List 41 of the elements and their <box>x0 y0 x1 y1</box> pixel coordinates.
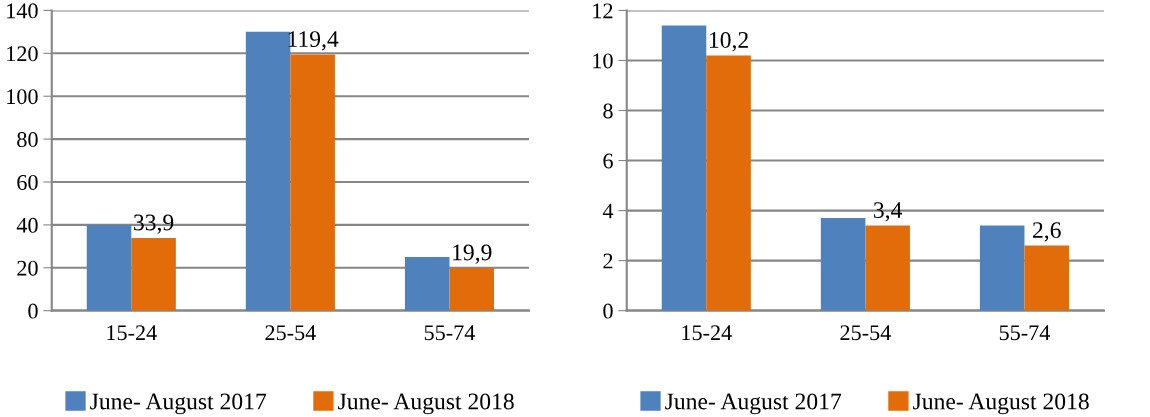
y-tick-label: 60 <box>17 174 38 190</box>
y-tick-label: 140 <box>7 3 38 19</box>
y-tick-label: 6 <box>603 153 613 169</box>
y-tick-label: 10 <box>593 53 613 69</box>
x-tick-label: 15-24 <box>107 325 157 341</box>
legend-label: June- August 2018 <box>338 393 514 415</box>
y-tick-label: 80 <box>17 132 38 148</box>
bar <box>820 218 866 311</box>
bar <box>661 25 707 311</box>
legend-label: June- August 2017 <box>90 393 267 415</box>
y-tick-label: 0 <box>603 303 613 319</box>
data-label: 10,2 <box>709 31 748 52</box>
legend-label: June- August 2017 <box>665 393 842 415</box>
x-tick-label: 25-54 <box>840 325 891 341</box>
y-tick-label: 2 <box>603 253 613 269</box>
x-tick-label: 15-24 <box>682 325 732 341</box>
x-tick-label: 55-74 <box>424 325 476 341</box>
data-label: 2,6 <box>1033 222 1061 242</box>
bar <box>131 237 176 311</box>
bar <box>290 54 335 311</box>
x-tick-label: 55-74 <box>999 325 1051 341</box>
y-tick-label: 8 <box>603 103 613 119</box>
data-label: 19,9 <box>453 244 492 264</box>
bar <box>404 257 450 311</box>
y-tick-label: 120 <box>7 46 38 62</box>
x-tick-label: 25-54 <box>265 325 316 341</box>
y-tick-label: 20 <box>17 260 38 276</box>
legend-label: June- August 2018 <box>913 393 1089 415</box>
bar <box>979 225 1025 311</box>
bar <box>449 267 494 311</box>
bar <box>706 55 751 311</box>
y-tick-label: 100 <box>7 89 38 105</box>
bar <box>86 224 132 311</box>
bar <box>1024 245 1069 311</box>
data-label: 3,4 <box>874 202 903 222</box>
y-tick-label: 12 <box>593 3 613 19</box>
y-tick-label: 0 <box>28 303 38 319</box>
data-label: 33,9 <box>134 214 174 234</box>
y-tick-label: 4 <box>602 203 614 219</box>
bar <box>865 225 910 311</box>
y-tick-label: 40 <box>16 217 38 233</box>
